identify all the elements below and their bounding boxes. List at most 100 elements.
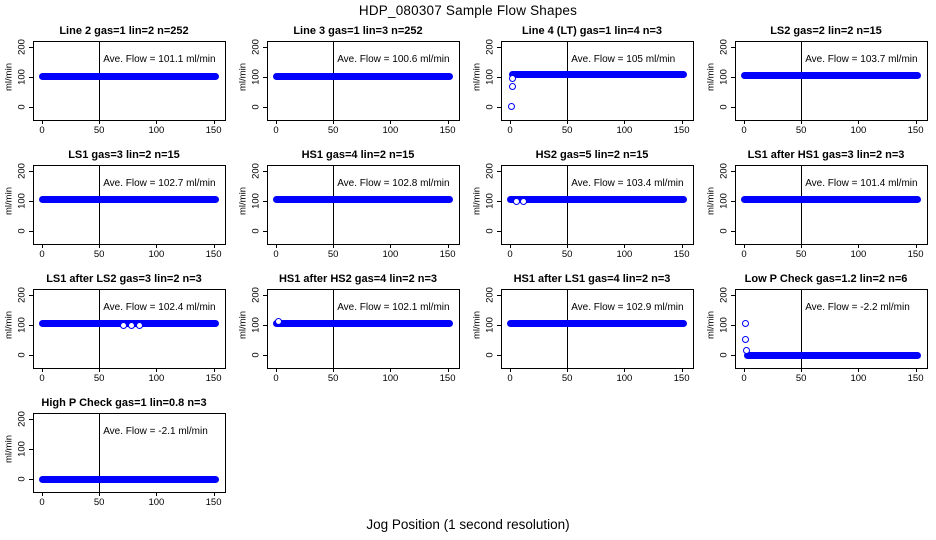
flow-band bbox=[507, 196, 687, 204]
x-tick-label: 150 bbox=[907, 373, 924, 384]
y-tick-mark bbox=[263, 294, 267, 296]
ave-flow-annotation: Ave. Flow = 102.7 ml/min bbox=[103, 178, 216, 189]
y-tick-mark bbox=[497, 294, 501, 296]
x-tick-label: 150 bbox=[205, 373, 222, 384]
panel-title: LS1 after HS1 gas=3 lin=2 n=3 bbox=[747, 149, 905, 161]
ave-flow-annotation: Ave. Flow = 105 ml/min bbox=[571, 54, 676, 65]
x-tick-label: 150 bbox=[439, 125, 456, 136]
x-tick-label: 50 bbox=[93, 249, 105, 260]
y-tick-mark bbox=[497, 200, 501, 202]
x-tick-mark bbox=[744, 244, 745, 248]
x-tick-mark bbox=[510, 244, 511, 248]
x-tick-mark bbox=[42, 120, 43, 124]
y-tick-mark bbox=[263, 46, 267, 48]
y-tick-mark bbox=[497, 324, 501, 326]
x-tick-mark bbox=[915, 120, 917, 124]
y-tick-label: 100 bbox=[718, 316, 730, 333]
x-tick-mark bbox=[858, 120, 860, 124]
ave-flow-annotation: Ave. Flow = 102.4 ml/min bbox=[103, 302, 216, 313]
y-tick-mark bbox=[731, 46, 735, 48]
y-tick-mark bbox=[29, 230, 33, 232]
ave-flow-annotation: Ave. Flow = 103.7 ml/min bbox=[805, 54, 918, 65]
x-tick-mark bbox=[276, 244, 277, 248]
panel-title: Low P Check gas=1.2 lin=2 n=6 bbox=[744, 273, 908, 285]
ave-flow-annotation: Ave. Flow = 102.1 ml/min bbox=[337, 302, 450, 313]
x-tick-mark bbox=[42, 244, 43, 248]
plot-panel: LS2 gas=2 lin=2 n=15 Ave. Flow = 103.7 m… bbox=[702, 22, 936, 146]
y-tick-mark bbox=[263, 170, 267, 172]
y-tick-label: 200 bbox=[16, 286, 28, 303]
panel-title: Line 2 gas=1 lin=2 n=252 bbox=[59, 25, 189, 37]
x-tick-label: 100 bbox=[382, 373, 399, 384]
x-tick-label: 50 bbox=[327, 249, 339, 260]
x-axis-label: Jog Position (1 second resolution) bbox=[366, 517, 570, 532]
x-tick-mark bbox=[681, 120, 683, 124]
y-tick-mark bbox=[731, 324, 735, 326]
plot-box: Ave. Flow = 102.8 ml/min 0 100 200 0 50 100 15… bbox=[238, 163, 460, 260]
x-tick-label: 0 bbox=[39, 373, 45, 384]
x-tick-mark bbox=[99, 244, 101, 248]
x-tick-label: 150 bbox=[673, 373, 690, 384]
y-tick-mark bbox=[497, 354, 501, 356]
x-tick-mark bbox=[801, 120, 803, 124]
x-tick-label: 50 bbox=[327, 125, 339, 136]
reference-vline bbox=[801, 166, 803, 244]
x-tick-label: 100 bbox=[616, 373, 633, 384]
y-tick-label: 0 bbox=[250, 227, 262, 234]
y-tick-label: 200 bbox=[718, 38, 730, 55]
x-tick-mark bbox=[333, 244, 335, 248]
y-tick-mark bbox=[263, 106, 267, 108]
plot-box: Ave. Flow = 101.1 ml/min 0 100 200 0 50 100 15… bbox=[4, 39, 226, 136]
x-tick-mark bbox=[213, 492, 215, 496]
x-tick-label: 50 bbox=[327, 373, 339, 384]
panel-grid: Line 2 gas=1 lin=2 n=252 Ave. Flow = 101… bbox=[0, 22, 936, 518]
y-tick-label: 100 bbox=[718, 68, 730, 85]
y-tick-mark bbox=[497, 230, 501, 232]
panel-title: HS1 after HS2 gas=4 lin=2 n=3 bbox=[278, 273, 438, 285]
plot-panel: High P Check gas=1 lin=0.8 n=3 Ave. Flow… bbox=[0, 394, 234, 518]
x-tick-mark bbox=[744, 368, 745, 372]
flow-band bbox=[39, 475, 219, 483]
y-tick-mark bbox=[29, 354, 33, 356]
x-tick-label: 50 bbox=[561, 125, 573, 136]
y-tick-mark bbox=[497, 46, 501, 48]
flow-band bbox=[741, 196, 921, 204]
x-tick-label: 50 bbox=[561, 249, 573, 260]
reference-vline bbox=[99, 166, 101, 244]
x-tick-label: 150 bbox=[907, 249, 924, 260]
x-tick-mark bbox=[99, 368, 101, 372]
x-tick-label: 50 bbox=[561, 373, 573, 384]
y-tick-label: 200 bbox=[484, 162, 496, 179]
panel-title: HS2 gas=5 lin=2 n=15 bbox=[535, 149, 649, 161]
plot-box: Ave. Flow = 103.4 ml/min 0 100 200 0 50 100 15… bbox=[472, 163, 694, 260]
y-tick-mark bbox=[731, 170, 735, 172]
plot-panel: LS1 after LS2 gas=3 lin=2 n=3 Ave. Flow … bbox=[0, 270, 234, 394]
y-tick-label: 200 bbox=[16, 410, 28, 427]
x-tick-label: 0 bbox=[273, 125, 279, 136]
y-tick-mark bbox=[29, 106, 33, 108]
ave-flow-annotation: Ave. Flow = 102.8 ml/min bbox=[337, 178, 450, 189]
y-axis-label: ml/min bbox=[237, 310, 249, 339]
x-tick-label: 0 bbox=[741, 125, 747, 136]
flow-band bbox=[273, 320, 453, 328]
x-tick-label: 150 bbox=[205, 249, 222, 260]
plot-panel: LS1 gas=3 lin=2 n=15 Ave. Flow = 102.7 m… bbox=[0, 146, 234, 270]
plot-panel: Line 4 (LT) gas=1 lin=4 n=3 Ave. Flow = … bbox=[468, 22, 702, 146]
x-tick-mark bbox=[915, 244, 917, 248]
y-axis-label: ml/min bbox=[3, 62, 15, 91]
plot-box: Ave. Flow = 102.7 ml/min 0 100 200 0 50 100 15… bbox=[4, 163, 226, 260]
panel-title: High P Check gas=1 lin=0.8 n=3 bbox=[41, 397, 207, 409]
x-tick-mark bbox=[213, 244, 215, 248]
x-tick-label: 100 bbox=[148, 125, 165, 136]
x-tick-label: 0 bbox=[741, 249, 747, 260]
flow-band bbox=[273, 72, 453, 80]
x-tick-mark bbox=[390, 120, 392, 124]
y-tick-label: 200 bbox=[484, 286, 496, 303]
plot-panel: HS1 after LS1 gas=4 lin=2 n=3 Ave. Flow … bbox=[468, 270, 702, 394]
x-tick-label: 150 bbox=[673, 249, 690, 260]
y-axis-label: ml/min bbox=[471, 310, 483, 339]
plot-panel: Line 3 gas=1 lin=3 n=252 Ave. Flow = 100… bbox=[234, 22, 468, 146]
ave-flow-annotation: Ave. Flow = 102.9 ml/min bbox=[571, 302, 684, 313]
y-tick-label: 200 bbox=[718, 286, 730, 303]
flow-band bbox=[509, 70, 687, 78]
